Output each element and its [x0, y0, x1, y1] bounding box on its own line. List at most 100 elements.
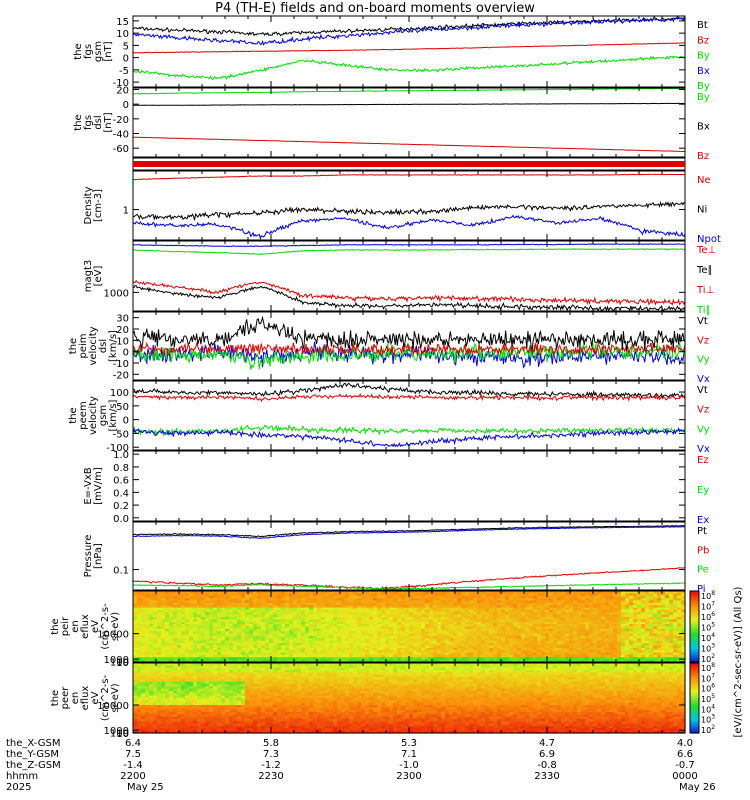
heatmap-cell — [341, 617, 346, 620]
heatmap-cell — [329, 643, 334, 647]
heatmap-cell — [545, 643, 550, 647]
heatmap-cell — [369, 645, 374, 649]
heatmap-cell — [469, 612, 474, 616]
heatmap-cell — [141, 621, 146, 625]
y-axis-label: eflux — [80, 614, 91, 639]
heatmap-cell — [457, 657, 462, 661]
y-tick-label: 10 — [116, 658, 129, 669]
heatmap-cell — [145, 691, 150, 694]
heatmap-cell — [445, 593, 450, 597]
heatmap-cell — [669, 635, 674, 639]
heatmap-cell — [205, 638, 210, 642]
heatmap-cell — [205, 605, 210, 609]
heatmap-cell — [665, 652, 670, 656]
heatmap-cell — [429, 602, 434, 606]
heatmap-cell — [541, 645, 546, 649]
heatmap-cell — [433, 657, 438, 661]
heatmap-cell — [401, 612, 406, 616]
heatmap-cell — [525, 621, 530, 625]
heatmap-cell — [273, 605, 278, 609]
heatmap-cell — [149, 684, 154, 687]
heatmap-cell — [241, 617, 246, 620]
heatmap-cell — [501, 650, 506, 654]
heatmap-cell — [529, 628, 534, 632]
heatmap-cell — [133, 619, 138, 623]
heatmap-cell — [309, 617, 314, 620]
heatmap-cell — [561, 654, 566, 658]
y-axis-label: peim — [78, 333, 89, 358]
heatmap-cell — [265, 654, 270, 658]
heatmap-cell — [441, 621, 446, 625]
heatmap-cell — [261, 593, 266, 597]
heatmap-cell — [165, 626, 170, 630]
heatmap-cell — [209, 628, 214, 632]
heatmap-cell — [341, 612, 346, 616]
heatmap-cell — [377, 595, 382, 599]
heatmap-cell — [245, 621, 250, 625]
heatmap-cell — [405, 659, 410, 663]
heatmap-cell — [609, 638, 614, 642]
heatmap-cell — [401, 659, 406, 663]
heatmap-cell — [465, 598, 470, 602]
heatmap-cell — [481, 640, 486, 644]
heatmap-cell — [629, 609, 634, 613]
heatmap-cell — [209, 624, 214, 628]
heatmap-cell — [237, 617, 242, 620]
heatmap-cell — [225, 633, 230, 637]
heatmap-cell — [285, 595, 290, 599]
heatmap-cell — [569, 626, 574, 630]
heatmap-cell — [517, 621, 522, 625]
heatmap-cell — [661, 652, 666, 656]
heatmap-cell — [313, 657, 318, 661]
heatmap-cell — [173, 650, 178, 654]
heatmap-cell — [185, 643, 190, 647]
heatmap-cell — [641, 635, 646, 639]
heatmap-cell — [369, 624, 374, 628]
heatmap-cell — [641, 624, 646, 628]
heatmap-cell — [193, 645, 198, 649]
heatmap-cell — [225, 626, 230, 630]
heatmap-cell — [165, 631, 170, 635]
heatmap-cell — [389, 614, 394, 618]
heatmap-cell — [657, 621, 662, 625]
heatmap-cell — [585, 631, 590, 635]
heatmap-cell — [433, 617, 438, 620]
heatmap-cell — [621, 593, 626, 597]
heatmap-cell — [617, 612, 622, 616]
heatmap-cell — [537, 607, 542, 611]
heatmap-cell — [529, 614, 534, 618]
heatmap-cell — [365, 640, 370, 644]
heatmap-cell — [537, 617, 542, 620]
heatmap-cell — [469, 657, 474, 661]
heatmap-cell — [517, 591, 522, 594]
heatmap-cell — [593, 612, 598, 616]
heatmap-cell — [481, 600, 486, 604]
heatmap-cell — [681, 650, 686, 654]
heatmap-cell — [377, 605, 382, 609]
heatmap-cell — [189, 591, 194, 594]
heatmap-cell — [641, 652, 646, 656]
heatmap-cell — [313, 624, 318, 628]
heatmap-cell — [669, 659, 674, 663]
heatmap-cell — [441, 593, 446, 597]
heatmap-cell — [177, 645, 182, 649]
heatmap-cell — [145, 712, 150, 715]
heatmap-cell — [173, 624, 178, 628]
heatmap-cell — [293, 640, 298, 644]
heatmap-cell — [609, 659, 614, 663]
heatmap-cell — [325, 659, 330, 663]
heatmap-cell — [665, 628, 670, 632]
heatmap-cell — [501, 631, 506, 635]
heatmap-cell — [609, 657, 614, 661]
y-axis-label: [nT] — [103, 112, 114, 132]
heatmap-cell — [673, 638, 678, 642]
heatmap-cell — [281, 600, 286, 604]
heatmap-cell — [657, 617, 662, 620]
heatmap-cell — [277, 605, 282, 609]
heatmap-cell — [401, 640, 406, 644]
heatmap-cell — [577, 628, 582, 632]
heatmap-cell — [665, 621, 670, 625]
heatmap-cell — [609, 654, 614, 658]
heatmap-cell — [481, 643, 486, 647]
heatmap-cell — [381, 609, 386, 613]
